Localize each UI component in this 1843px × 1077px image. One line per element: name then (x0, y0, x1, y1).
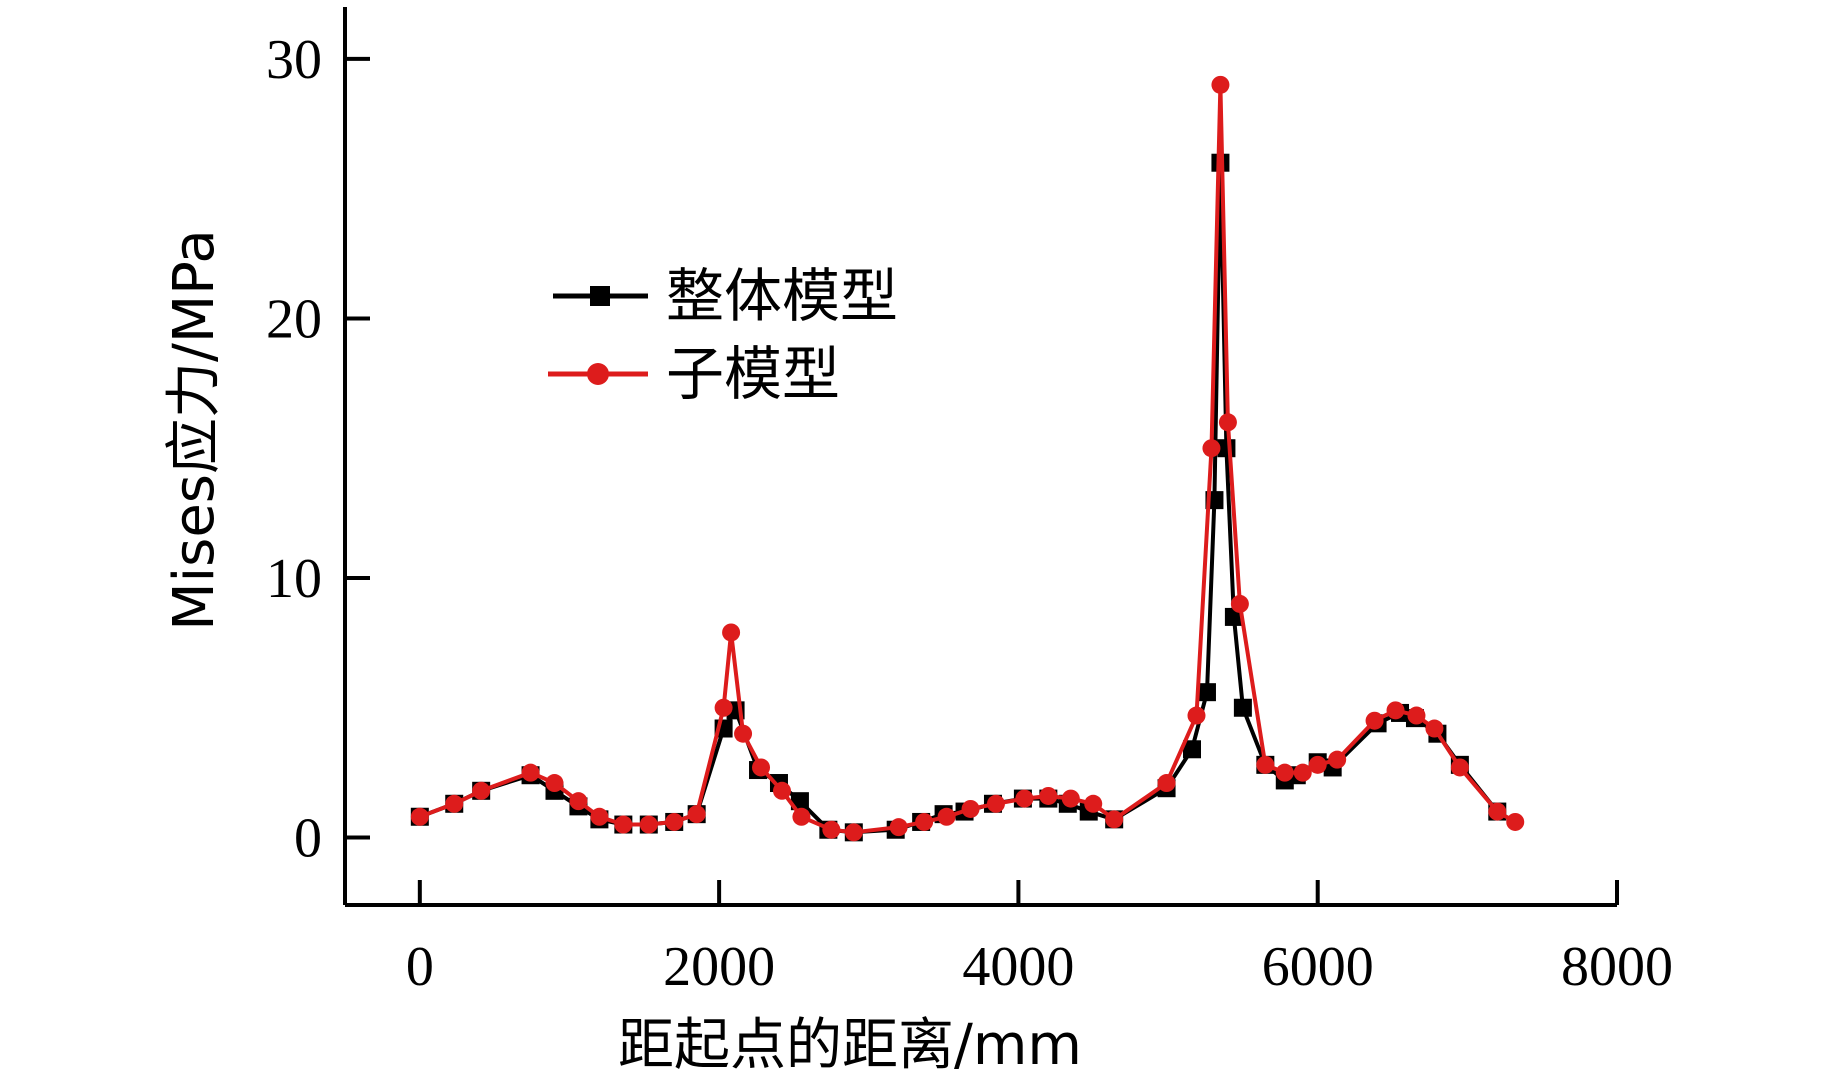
data-point (1218, 413, 1237, 432)
data-point (1039, 786, 1058, 805)
data-point (1275, 763, 1294, 782)
data-point (1308, 755, 1327, 774)
y-tick-label-2: 20 (266, 288, 322, 350)
data-point (1425, 719, 1444, 738)
data-point (1015, 789, 1034, 808)
ticks: 0 2000 4000 6000 8000 0 10 20 30 (266, 29, 1673, 998)
legend-label-submodel: 子模型 (666, 340, 840, 408)
data-point (1061, 789, 1080, 808)
series-layer (410, 75, 1525, 842)
x-tick-label-4: 8000 (1561, 936, 1673, 998)
series-line-1 (419, 82, 1517, 835)
series-1 (410, 75, 1525, 842)
series-line-0 (419, 160, 1499, 835)
data-point (639, 815, 658, 834)
series-0 (410, 153, 1507, 842)
data-point (772, 781, 791, 800)
data-point (722, 623, 741, 642)
data-point (792, 807, 811, 826)
x-tick-label-3: 6000 (1262, 936, 1374, 998)
data-point (1450, 758, 1469, 777)
data-point (822, 820, 841, 839)
data-point (1386, 701, 1405, 720)
y-tick-label-1: 10 (266, 548, 322, 610)
data-point (1105, 810, 1124, 829)
y-axis-title: Mises应力/MPa (162, 229, 227, 630)
data-point (844, 823, 863, 842)
y-tick-label-0: 0 (294, 808, 322, 870)
data-point (1407, 706, 1426, 725)
data-point (1293, 763, 1312, 782)
data-point (590, 807, 609, 826)
data-point (1328, 750, 1347, 769)
axes (343, 7, 1617, 907)
data-point (1230, 594, 1249, 613)
data-point (1187, 706, 1206, 725)
data-point (545, 774, 564, 793)
x-tick-label-0: 0 (406, 936, 434, 998)
data-point (445, 794, 464, 813)
data-point (937, 807, 956, 826)
x-tick-label-2: 4000 (962, 936, 1074, 998)
data-point (1202, 439, 1221, 458)
data-point (986, 794, 1005, 813)
data-point (961, 799, 980, 818)
legend-item-whole-model: 整体模型 (553, 262, 898, 330)
data-point (889, 818, 908, 837)
x-axis-title: 距起点的距离/mm (618, 1013, 1082, 1077)
legend: 整体模型 子模型 (548, 262, 898, 408)
data-point (614, 815, 633, 834)
data-point (915, 812, 934, 831)
data-point (1157, 774, 1176, 793)
data-point (1233, 698, 1252, 717)
data-point (1365, 711, 1384, 730)
legend-item-submodel: 子模型 (548, 340, 840, 408)
data-point (569, 792, 588, 811)
data-point (1197, 683, 1216, 702)
data-point (665, 812, 684, 831)
legend-marker-whole-model (590, 286, 610, 306)
x-tick-label-1: 2000 (663, 936, 775, 998)
data-point (521, 763, 540, 782)
data-point (752, 758, 771, 777)
data-point (410, 807, 429, 826)
y-tick-label-3: 30 (266, 29, 322, 91)
data-point (1084, 794, 1103, 813)
data-point (1488, 802, 1507, 821)
legend-label-whole-model: 整体模型 (666, 262, 898, 330)
data-point (1211, 75, 1230, 94)
data-point (734, 724, 753, 743)
data-point (472, 781, 491, 800)
data-point (687, 805, 706, 824)
data-point (1256, 755, 1275, 774)
data-point (1183, 740, 1202, 759)
data-point (714, 698, 733, 717)
legend-marker-submodel (587, 363, 609, 385)
data-point (1506, 812, 1525, 831)
